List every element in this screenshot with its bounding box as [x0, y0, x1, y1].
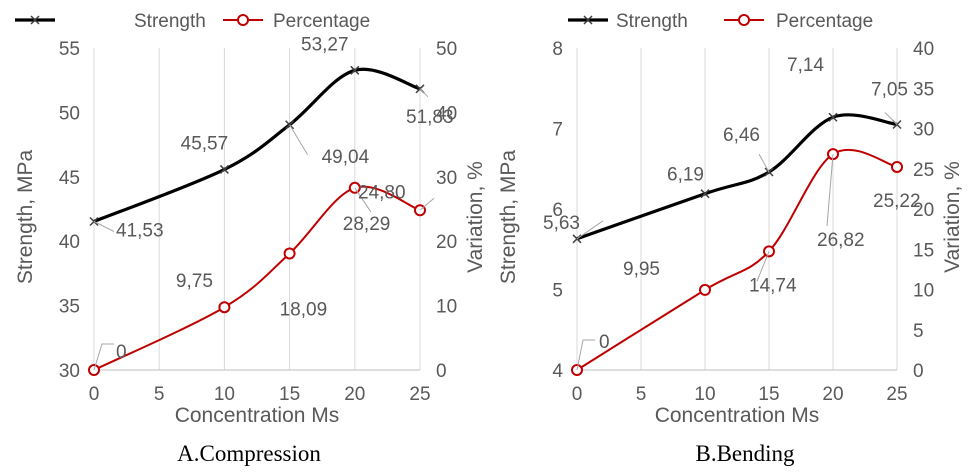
- data-label-leader: [576, 220, 604, 240]
- y2-tick-label: 40: [913, 39, 934, 60]
- data-label: 0: [116, 342, 127, 363]
- data-label: 7,14: [787, 55, 824, 76]
- percentage-point: [218, 301, 231, 314]
- chart-caption: B.Bending: [695, 441, 795, 466]
- data-label: 24,80: [358, 182, 406, 203]
- percentage-point: [699, 283, 711, 296]
- data-label-leader: [419, 197, 435, 211]
- y2-tick-label: 10: [913, 281, 934, 302]
- x-tick-label: 25: [886, 384, 907, 405]
- legend-percentage-marker: [738, 14, 750, 26]
- legend-percentage-label: Percentage: [273, 11, 370, 32]
- y2-tick-label: 15: [913, 240, 934, 261]
- data-label-leader: [756, 251, 770, 282]
- data-label-leader: [289, 124, 309, 156]
- data-label-leader: [884, 112, 898, 125]
- data-label-leader: [576, 339, 595, 371]
- y2-tick-label: 25: [913, 160, 934, 181]
- y-axis-title: Strength, MPa: [14, 150, 37, 285]
- data-label: 45,57: [181, 133, 229, 154]
- data-label-leader: [419, 88, 429, 98]
- percentage-point: [891, 160, 903, 173]
- x-tick-label: 20: [344, 384, 365, 405]
- y-tick-label: 55: [59, 39, 80, 60]
- x-tick-label: 5: [154, 384, 165, 405]
- x-tick-label: 0: [572, 384, 583, 405]
- legend-percentage-label: Percentage: [776, 11, 873, 32]
- y2-tick-label: 20: [436, 232, 457, 253]
- percentage-line: [93, 185, 421, 371]
- y-tick-label: 50: [59, 103, 80, 124]
- data-label: 9,95: [623, 259, 660, 280]
- legend-strength-marker: [583, 15, 593, 25]
- data-label: 28,29: [343, 214, 391, 235]
- y2-tick-label: 30: [913, 120, 934, 141]
- y2-tick-label: 35: [913, 79, 934, 100]
- data-label: 25,22: [873, 191, 921, 212]
- y2-tick-label: 10: [436, 297, 457, 318]
- y2-axis-title: Variation, %: [941, 161, 964, 273]
- y2-axis-title: Variation, %: [464, 161, 487, 273]
- x-axis-title: Concentration Ms: [175, 404, 340, 427]
- x-tick-label: 0: [89, 384, 100, 405]
- data-label-leader: [93, 343, 114, 371]
- data-label-leader: [93, 221, 115, 232]
- x-tick-label: 5: [636, 384, 647, 405]
- data-label: 53,27: [301, 34, 349, 55]
- y2-tick-label: 50: [436, 39, 457, 60]
- y-tick-label: 6: [552, 200, 563, 221]
- chart-caption: A.Compression: [177, 441, 321, 466]
- legend-strength-label: Strength: [616, 11, 688, 32]
- data-label-leader: [758, 153, 770, 173]
- y-tick-label: 5: [552, 281, 563, 302]
- data-label: 6,46: [723, 125, 760, 146]
- legend-strength-label: Strength: [134, 11, 206, 32]
- y-tick-label: 8: [552, 39, 563, 60]
- y-tick-label: 7: [552, 120, 563, 141]
- x-axis-title: Concentration Ms: [655, 404, 820, 427]
- data-label: 26,82: [817, 230, 865, 251]
- y2-tick-label: 30: [436, 168, 457, 189]
- y2-tick-label: 0: [913, 361, 924, 382]
- data-label: 18,09: [280, 300, 328, 321]
- data-label-leader: [354, 187, 372, 213]
- data-label: 0: [599, 332, 610, 353]
- data-label: 6,19: [667, 165, 704, 186]
- strength-point: [350, 65, 360, 75]
- strength-point: [828, 112, 838, 122]
- data-label: 7,05: [871, 79, 908, 100]
- strength-point: [700, 189, 710, 199]
- legend-percentage-marker: [237, 14, 249, 26]
- data-label: 14,74: [749, 275, 797, 296]
- data-label-leader: [826, 154, 834, 227]
- chart-compression: 0 5 10 15 20 25 30 35 40 45 50 55 0 10 20 30 40 50 Concent…: [14, 11, 487, 466]
- strength-point: [219, 164, 229, 174]
- x-tick-label: 15: [758, 384, 779, 405]
- x-tick-label: 10: [214, 384, 235, 405]
- x-tick-label: 25: [409, 384, 430, 405]
- y-axis-title: Strength, MPa: [497, 150, 520, 285]
- y-tick-label: 30: [59, 361, 80, 382]
- y-tick-label: 4: [552, 361, 563, 382]
- y2-tick-label: 5: [913, 321, 924, 342]
- data-label: 49,04: [322, 147, 370, 168]
- data-label: 9,75: [176, 271, 213, 292]
- percentage-point: [283, 247, 296, 260]
- y2-tick-label: 40: [436, 103, 457, 124]
- data-label: 5,63: [543, 213, 580, 234]
- y2-tick-label: 0: [436, 361, 447, 382]
- y2-tick-label: 20: [913, 200, 934, 221]
- y-tick-label: 40: [59, 232, 80, 253]
- chart-bending: 0 5 10 15 20 25 4 5 6 7 8 0 5 10 15 20 25 30 35 40 Concentra…: [497, 11, 964, 466]
- x-tick-label: 10: [694, 384, 715, 405]
- x-tick-label: 15: [279, 384, 300, 405]
- data-label: 41,53: [116, 220, 164, 241]
- x-tick-label: 20: [822, 384, 843, 405]
- y-tick-label: 35: [59, 297, 80, 318]
- y-tick-label: 45: [59, 168, 80, 189]
- legend-strength-marker: [30, 15, 40, 25]
- data-label: 51,83: [406, 107, 454, 128]
